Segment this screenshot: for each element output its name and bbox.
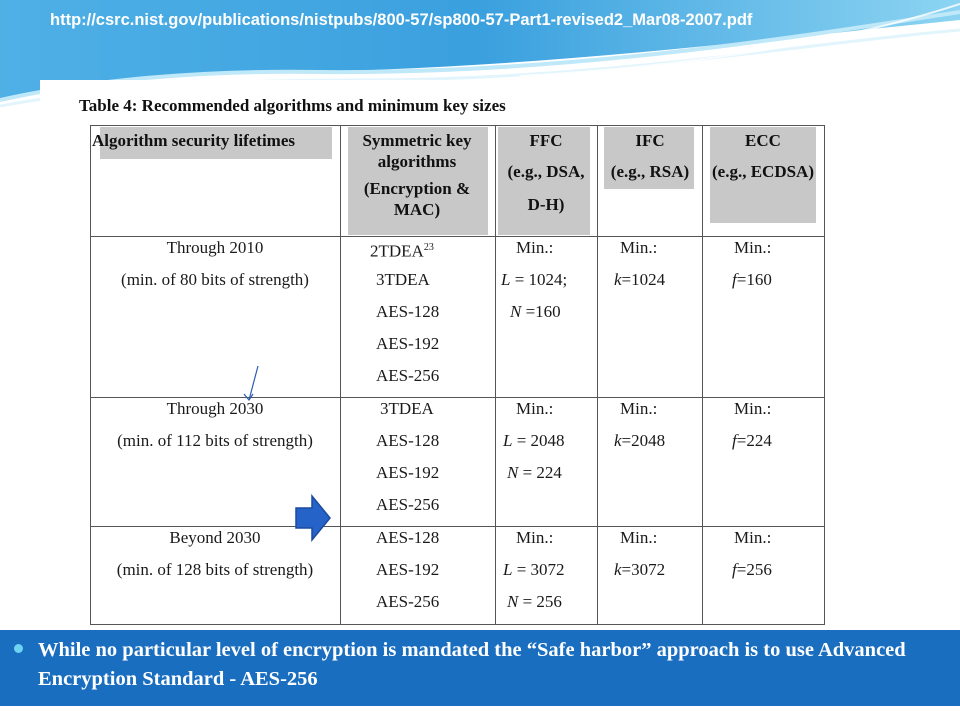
ifc-value: Min.: [620, 528, 658, 547]
row-strength: (min. of 128 bits of strength) [116, 560, 314, 579]
ffc-value: Min.: [516, 238, 554, 257]
table-border [340, 125, 341, 625]
header-highlight [710, 127, 816, 223]
header-symmetric-line: (Encryption & [363, 179, 471, 198]
symmetric-alg: AES-128 [376, 528, 440, 547]
header-ifc-line: IFC [635, 131, 665, 150]
ecc-value: Min.: [734, 399, 772, 418]
ifc-value: k=3072 [614, 560, 666, 579]
ifc-value: Min.: [620, 238, 658, 257]
ffc-value: N = 224 [507, 463, 562, 482]
header-ecc: ECC (e.g., ECDSA) [703, 130, 823, 182]
header-ffc-line: FFC [529, 131, 563, 150]
bullet-dot-icon [14, 644, 23, 653]
ecc-value: f=224 [732, 431, 772, 450]
row-strength: (min. of 80 bits of strength) [121, 270, 309, 289]
table-caption: Table 4: Recommended algorithms and mini… [79, 96, 506, 115]
ecc-value: f=256 [732, 560, 772, 579]
header-highlight [498, 127, 590, 235]
symmetric-alg: AES-256 [376, 592, 440, 611]
symmetric-alg: AES-256 [376, 495, 440, 514]
ffc-value: L = 3072 [503, 560, 565, 579]
header-ecc-line: (e.g., ECDSA) [712, 162, 814, 181]
row-lifetime: Through 2010 [166, 238, 264, 257]
table-border [702, 125, 703, 625]
header-ecc-line: ECC [745, 131, 781, 150]
symmetric-alg: AES-192 [376, 463, 440, 482]
row-strength: (min. of 112 bits of strength) [117, 431, 313, 450]
header-highlight [348, 127, 488, 235]
table-border [90, 624, 825, 625]
symmetric-alg: AES-128 [376, 302, 440, 321]
ecc-value: f=160 [732, 270, 772, 289]
symmetric-alg: AES-192 [376, 334, 440, 353]
ffc-value: Min.: [516, 528, 554, 547]
table-border [90, 236, 825, 237]
symmetric-alg: AES-128 [376, 431, 440, 450]
header-ffc-line: D-H) [527, 195, 565, 214]
header-highlight [100, 127, 332, 159]
table-border [90, 125, 825, 126]
ffc-value: N =160 [510, 302, 561, 321]
table-border [824, 125, 825, 625]
table-border [90, 397, 825, 398]
header-ifc-line: (e.g., RSA) [610, 162, 690, 181]
header-symmetric-line: algorithms [377, 152, 457, 171]
row-lifetime: Beyond 2030 [169, 528, 261, 547]
ifc-value: Min.: [620, 399, 658, 418]
table-border [90, 125, 91, 625]
symmetric-alg: AES-256 [376, 366, 440, 385]
ecc-value: Min.: [734, 238, 772, 257]
table-border [597, 125, 598, 625]
footnote-marker: 23 [423, 242, 434, 253]
header-ffc: FFC (e.g., DSA, D-H) [496, 130, 596, 215]
ffc-value: Min.: [516, 399, 554, 418]
bullet-panel: While no particular level of encryption … [0, 630, 960, 706]
source-url[interactable]: http://csrc.nist.gov/publications/nistpu… [50, 11, 753, 29]
ecc-value: Min.: [734, 528, 772, 547]
header-highlight [604, 127, 694, 189]
table-border [90, 526, 825, 527]
ffc-value: L = 1024; [501, 270, 568, 289]
header-symmetric: Symmetric key algorithms (Encryption & M… [342, 130, 492, 220]
right-arrow-icon [295, 494, 331, 542]
header-symmetric-line: MAC) [393, 200, 441, 219]
ffc-value: N = 256 [507, 592, 562, 611]
pointer-line-icon [243, 365, 259, 402]
ifc-value: k=1024 [614, 270, 666, 289]
symmetric-alg: 3TDEA [376, 270, 430, 289]
symmetric-alg: 3TDEA [380, 399, 434, 418]
ffc-value: L = 2048 [503, 431, 565, 450]
header-lifetimes: Algorithm security lifetimes [92, 131, 295, 150]
symmetric-alg: AES-192 [376, 560, 440, 579]
table-border [495, 125, 496, 625]
symmetric-alg-name: 2TDEA [370, 241, 424, 261]
header-ifc: IFC (e.g., RSA) [598, 130, 702, 182]
header-symmetric-line: Symmetric key [362, 131, 472, 150]
bullet-text: While no particular level of encryption … [38, 639, 906, 690]
bottom-strip [0, 706, 960, 720]
header-ffc-line: (e.g., DSA, [507, 162, 585, 181]
row-lifetime: Through 2030 [166, 399, 264, 418]
symmetric-alg: 2TDEA23 [370, 232, 434, 268]
ifc-value: k=2048 [614, 431, 666, 450]
